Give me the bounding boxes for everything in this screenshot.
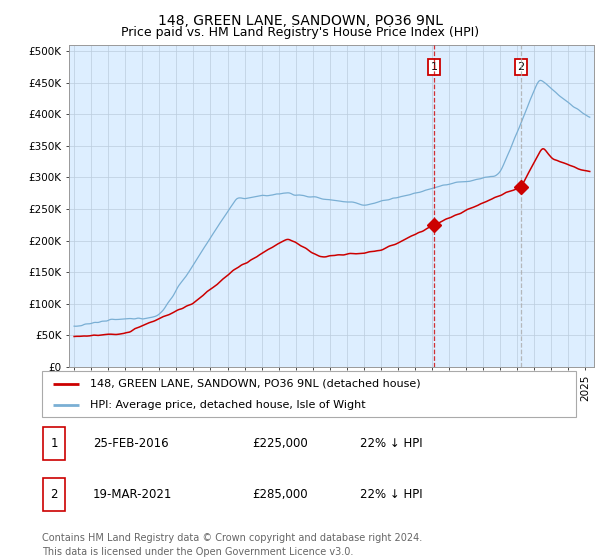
- Text: 22% ↓ HPI: 22% ↓ HPI: [360, 437, 422, 450]
- Text: 25-FEB-2016: 25-FEB-2016: [93, 437, 169, 450]
- Text: HPI: Average price, detached house, Isle of Wight: HPI: Average price, detached house, Isle…: [90, 400, 365, 410]
- Text: 19-MAR-2021: 19-MAR-2021: [93, 488, 172, 501]
- Text: 2: 2: [50, 488, 58, 501]
- Text: 2: 2: [517, 62, 524, 72]
- Text: Contains HM Land Registry data © Crown copyright and database right 2024.
This d: Contains HM Land Registry data © Crown c…: [42, 533, 422, 557]
- Text: £285,000: £285,000: [252, 488, 308, 501]
- Text: Price paid vs. HM Land Registry's House Price Index (HPI): Price paid vs. HM Land Registry's House …: [121, 26, 479, 39]
- Text: 148, GREEN LANE, SANDOWN, PO36 9NL (detached house): 148, GREEN LANE, SANDOWN, PO36 9NL (deta…: [90, 379, 421, 389]
- Text: 22% ↓ HPI: 22% ↓ HPI: [360, 488, 422, 501]
- Text: 1: 1: [431, 62, 437, 72]
- Text: 148, GREEN LANE, SANDOWN, PO36 9NL: 148, GREEN LANE, SANDOWN, PO36 9NL: [157, 14, 443, 28]
- Text: 1: 1: [50, 437, 58, 450]
- Text: £225,000: £225,000: [252, 437, 308, 450]
